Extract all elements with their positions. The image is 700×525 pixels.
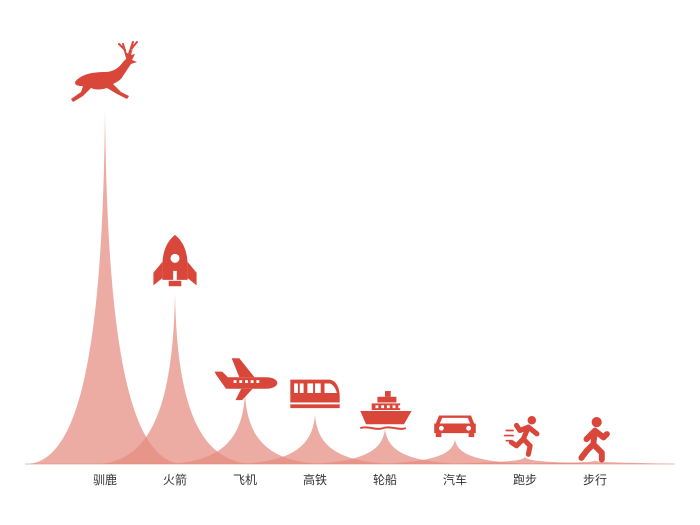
- x-tick-label: 汽车: [443, 472, 467, 487]
- peak-3: [167, 392, 323, 464]
- peak-5: [307, 428, 463, 464]
- train-icon: [290, 379, 340, 409]
- peak-6: [377, 439, 533, 464]
- x-tick-labels: 驯鹿 火箭 飞机 高铁 轮船 汽车 跑步 步行: [93, 472, 607, 487]
- peak-1: [27, 108, 183, 464]
- car-icon: [434, 415, 476, 438]
- x-tick-label: 高铁: [303, 472, 327, 487]
- peak-8: [517, 460, 673, 464]
- walker-icon: [578, 417, 610, 463]
- x-tick-label: 跑步: [513, 473, 537, 487]
- peak-4: [237, 414, 393, 464]
- peak-2: [97, 293, 253, 464]
- icons-layer: [71, 41, 610, 463]
- reindeer-icon: [71, 41, 138, 102]
- peak-7: [447, 456, 603, 464]
- x-tick-label: 驯鹿: [93, 472, 117, 487]
- x-tick-label: 火箭: [163, 472, 187, 487]
- x-tick-label: 步行: [583, 473, 607, 487]
- ship-icon: [359, 391, 412, 430]
- rocket-icon: [153, 234, 197, 287]
- airplane-icon: [214, 358, 278, 401]
- runner-icon: [503, 416, 540, 457]
- x-tick-label: 轮船: [373, 473, 397, 487]
- peaks-layer: [27, 108, 673, 464]
- x-tick-label: 飞机: [233, 473, 257, 487]
